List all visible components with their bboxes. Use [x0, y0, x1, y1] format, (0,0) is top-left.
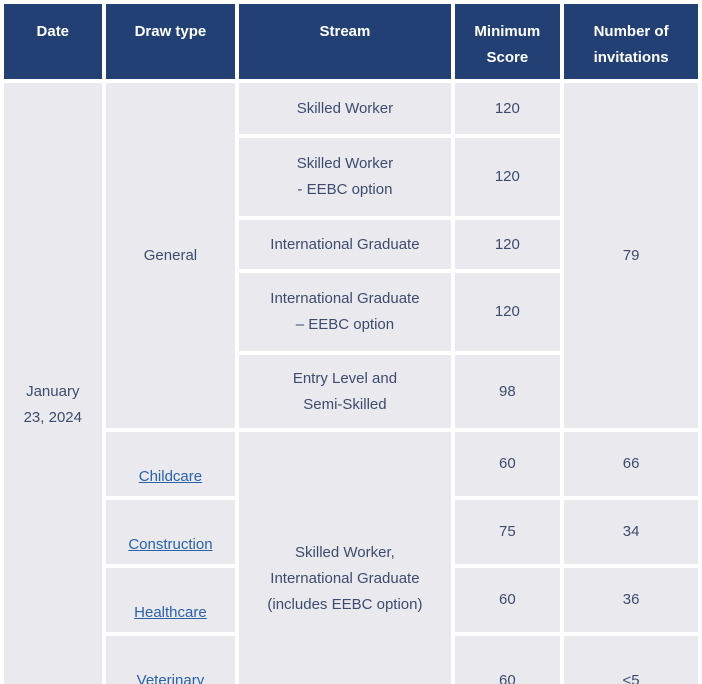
invitations-cell: <5: [564, 636, 698, 684]
min-score-cell: 98: [454, 355, 561, 428]
stream-cell: Skilled Worker: [239, 83, 451, 134]
stream-merged-cell: Skilled Worker, International Graduate (…: [239, 432, 451, 684]
draw-type-cell: Healthcare: [105, 568, 236, 632]
draw-type-cell: Childcare: [105, 432, 236, 496]
min-score-cell: 60: [454, 568, 561, 632]
healthcare-link[interactable]: Healthcare: [134, 604, 207, 621]
table-row: Construction 75 34: [4, 500, 698, 564]
stream-cell: International Graduate – EEBC option: [239, 273, 451, 351]
table-row: International Graduate 120: [4, 220, 698, 269]
invitations-cell: 66: [564, 432, 698, 496]
childcare-link[interactable]: Childcare: [138, 468, 203, 485]
invitations-cell: 36: [564, 568, 698, 632]
draw-type-cell: Veterinary care: [105, 636, 236, 684]
min-score-cell: 120: [454, 273, 561, 351]
stream-cell: Entry Level and Semi-Skilled: [239, 355, 451, 428]
min-score-cell: 60: [454, 636, 561, 684]
table-row: Skilled Worker - EEBC option 120: [4, 138, 698, 216]
table-row: International Graduate – EEBC option 120: [4, 273, 698, 351]
table-row: Childcare Skilled Worker, International …: [4, 432, 698, 684]
invitations-cell: 34: [564, 500, 698, 564]
col-header-minimum-score: Minimum Score: [454, 4, 561, 79]
table-row: January 23, 2024 General Skilled Worker …: [4, 83, 698, 684]
table-row: Entry Level and Semi-Skilled 98: [4, 355, 698, 428]
construction-link[interactable]: Construction: [128, 536, 213, 553]
table-row: Healthcare 60 36: [4, 568, 698, 632]
col-header-stream: Stream: [239, 4, 451, 79]
col-header-draw-type: Draw type: [105, 4, 236, 79]
date-cell: January 23, 2024: [4, 83, 102, 684]
col-header-invitations: Number of invitations: [564, 4, 698, 79]
veterinary-care-link[interactable]: Veterinary care: [136, 672, 205, 684]
min-score-cell: 60: [454, 432, 561, 496]
table-row: Veterinary care 60 <5: [4, 636, 698, 684]
min-score-cell: 120: [454, 138, 561, 216]
draw-type-cell: Construction: [105, 500, 236, 564]
draw-type-general-cell: General: [105, 83, 236, 428]
invitations-cell: 79: [564, 83, 698, 428]
min-score-cell: 120: [454, 83, 561, 134]
min-score-cell: 75: [454, 500, 561, 564]
header-row: Date Draw type Stream Minimum Score Numb…: [4, 4, 698, 79]
col-header-date: Date: [4, 4, 102, 79]
min-score-cell: 120: [454, 220, 561, 269]
stream-cell: Skilled Worker - EEBC option: [239, 138, 451, 216]
stream-cell: International Graduate: [239, 220, 451, 269]
